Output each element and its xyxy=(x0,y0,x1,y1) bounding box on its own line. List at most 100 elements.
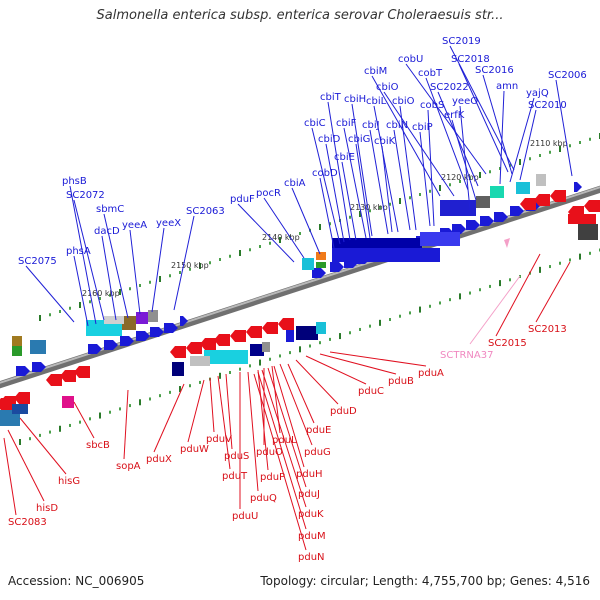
forward-gene-label: SC2016 xyxy=(475,65,514,76)
forward-gene-label: cbiJ xyxy=(362,120,380,131)
reverse-gene-arrow xyxy=(262,322,278,334)
lower-ruler-tick xyxy=(319,341,321,345)
reverse-gene-label: pduA xyxy=(418,368,444,379)
forward-leader-line xyxy=(371,75,441,197)
forward-gene-label: cbiA xyxy=(284,178,306,189)
upper-ruler-tick xyxy=(549,150,551,154)
lower-ruler-tick xyxy=(139,399,141,406)
forward-gene-label: cbiH xyxy=(344,94,366,105)
reverse-gene-label: SC2015 xyxy=(488,338,527,349)
upper-ruler-tick xyxy=(169,274,171,278)
upper-ruler-tick xyxy=(249,248,251,252)
forward-leader-line xyxy=(459,105,471,211)
lower-ruler-tick xyxy=(579,253,581,260)
forward-gene-arrow xyxy=(120,336,134,346)
lower-ruler-tick xyxy=(329,337,331,341)
lower-ruler-tick xyxy=(299,346,301,353)
forward-gene-arrow xyxy=(510,206,524,216)
forward-gene-label: yeeO xyxy=(452,96,478,107)
rna-gene-marker xyxy=(504,238,510,248)
forward-leader-line xyxy=(383,91,455,197)
upper-ruler-tick xyxy=(239,250,241,256)
forward-gene-arrow xyxy=(330,262,344,272)
forward-leader-line xyxy=(25,265,75,323)
forward-leader-line xyxy=(499,90,505,185)
upper-ruler-tick xyxy=(559,146,561,152)
lower-ruler-tick xyxy=(99,412,101,419)
forward-gene-label: cobD xyxy=(312,168,338,179)
reverse-leader-line xyxy=(153,383,185,453)
lower-ruler-tick xyxy=(509,278,511,282)
forward-gene-arrow xyxy=(574,182,582,192)
forward-leader-line xyxy=(381,145,393,233)
upper-ruler-tick xyxy=(409,196,411,200)
lower-ruler-tick xyxy=(199,380,201,384)
reverse-leader-line xyxy=(225,373,233,450)
forward-gene-block xyxy=(332,238,422,248)
map-title: Salmonella enterica subsp. enterica sero… xyxy=(96,8,504,23)
forward-leader-line xyxy=(555,79,573,177)
forward-leader-line xyxy=(393,129,411,231)
forward-gene-block xyxy=(148,310,158,322)
lower-ruler-tick xyxy=(249,364,251,368)
upper-ruler-tick xyxy=(529,157,531,161)
forward-gene-label: pduF xyxy=(230,194,255,205)
lower-ruler-tick xyxy=(359,327,361,331)
forward-gene-block xyxy=(302,258,314,270)
upper-ruler-tick xyxy=(79,302,81,308)
forward-gene-label: pocR xyxy=(256,188,281,199)
upper-ruler-tick xyxy=(229,254,231,258)
lower-ruler-tick xyxy=(409,311,411,315)
forward-leader-line xyxy=(373,105,399,233)
reverse-gene-block xyxy=(578,224,598,240)
forward-gene-label: erfK xyxy=(444,110,465,121)
reverse-gene-arrow xyxy=(278,318,294,330)
forward-leader-line xyxy=(341,161,357,241)
forward-gene-arrow xyxy=(16,366,30,376)
forward-gene-label: cbiP xyxy=(412,122,433,133)
forward-gene-block xyxy=(316,262,326,268)
forward-gene-arrow xyxy=(494,212,508,222)
reverse-leader-line xyxy=(495,253,541,337)
forward-gene-block xyxy=(30,340,46,354)
forward-leader-line xyxy=(103,213,129,319)
reverse-gene-label: pduD xyxy=(330,406,357,417)
forward-leader-line xyxy=(291,187,321,255)
lower-ruler-tick xyxy=(259,359,261,366)
forward-leader-line xyxy=(519,109,537,181)
forward-gene-label: yeeA xyxy=(122,220,147,231)
upper-ruler-tick xyxy=(359,211,361,217)
forward-leader-line xyxy=(369,129,389,235)
forward-gene-label: SC2010 xyxy=(528,100,567,111)
reverse-gene-label: pduG xyxy=(304,447,331,458)
forward-gene-label: phsB xyxy=(62,176,87,187)
genome-map: 2110 kbp 2120 kbp 2130 kbp 2140 kbp 2150 kbp… xyxy=(0,36,600,563)
reverse-gene-arrow xyxy=(0,398,12,410)
upper-ruler-tick xyxy=(349,215,351,219)
reverse-gene-label: pduN xyxy=(298,552,325,563)
reverse-gene-block xyxy=(12,404,28,414)
forward-gene-arrow xyxy=(452,224,466,234)
lower-ruler-tick xyxy=(469,291,471,295)
lower-ruler-tick xyxy=(459,293,461,300)
forward-leader-line xyxy=(237,203,295,263)
reverse-gene-label: pduC xyxy=(358,386,384,397)
reverse-leader-line xyxy=(329,351,427,367)
upper-ruler-tick xyxy=(319,224,321,230)
forward-gene-block xyxy=(476,196,490,208)
reverse-leader-line xyxy=(217,375,231,470)
forward-gene-arrow xyxy=(480,216,494,226)
upper-ruler-tick xyxy=(449,183,451,187)
reverse-leader-line xyxy=(279,363,313,446)
upper-ruler-tick xyxy=(469,176,471,180)
forward-leader-line xyxy=(351,103,373,237)
reverse-gene-block xyxy=(250,344,264,356)
kbp-tick-label: 2140 kbp xyxy=(262,233,300,242)
reverse-gene-arrow xyxy=(186,342,202,354)
lower-ruler-tick xyxy=(279,354,281,358)
lower-ruler-tick xyxy=(39,433,41,437)
reverse-gene-label: pduQ xyxy=(250,493,277,504)
reverse-gene-block xyxy=(262,342,270,352)
reverse-gene-label: pduS xyxy=(224,451,249,462)
upper-ruler-tick xyxy=(99,297,101,300)
